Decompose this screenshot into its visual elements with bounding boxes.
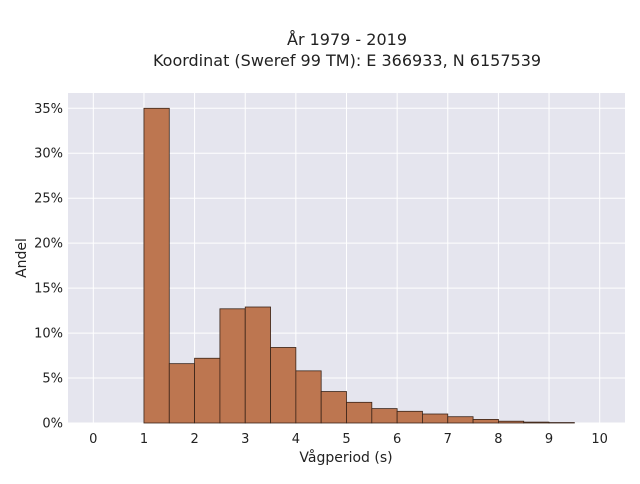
y-tick-label: 10% <box>34 327 63 342</box>
y-tick-label: 30% <box>34 147 63 162</box>
histogram-bar <box>498 421 523 423</box>
histogram-bar <box>448 417 473 423</box>
histogram-bar <box>195 358 220 423</box>
histogram-bar <box>245 307 270 423</box>
histogram-bar <box>347 402 372 423</box>
x-tick-label: 6 <box>393 432 401 447</box>
y-tick-label: 0% <box>42 417 63 432</box>
y-tick-label: 35% <box>34 102 63 117</box>
chart-title: År 1979 - 2019 <box>287 30 407 49</box>
histogram-bar <box>524 422 549 423</box>
x-tick-label: 1 <box>140 432 148 447</box>
x-tick-label: 8 <box>494 432 502 447</box>
y-tick-label: 25% <box>34 192 63 207</box>
histogram-bar <box>473 419 498 423</box>
histogram-bar <box>296 371 321 423</box>
y-axis-label: Andel <box>14 238 30 278</box>
chart-subtitle: Koordinat (Sweref 99 TM): E 366933, N 61… <box>153 51 541 70</box>
y-tick-label: 5% <box>42 372 63 387</box>
histogram-bar <box>372 409 397 423</box>
x-tick-label: 10 <box>591 432 608 447</box>
histogram-bar <box>169 364 194 423</box>
histogram-bar <box>271 347 296 423</box>
x-tick-label: 4 <box>292 432 300 447</box>
histogram-bar <box>397 411 422 423</box>
x-tick-label: 2 <box>190 432 198 447</box>
histogram-bar <box>220 309 245 423</box>
x-tick-label: 3 <box>241 432 249 447</box>
y-axis-ticks: 0% 5% 10% 15% 20% 25% 30% 35% <box>34 102 63 432</box>
x-tick-label: 7 <box>444 432 452 447</box>
x-tick-label: 5 <box>342 432 350 447</box>
y-tick-label: 15% <box>34 282 63 297</box>
histogram-bar <box>321 392 346 423</box>
y-tick-label: 20% <box>34 237 63 252</box>
x-tick-label: 0 <box>89 432 97 447</box>
x-tick-label: 9 <box>545 432 553 447</box>
histogram-bar <box>422 414 447 423</box>
x-axis-label: Vågperiod (s) <box>299 449 392 466</box>
x-axis-ticks: 0 1 2 3 4 5 6 7 8 9 10 <box>89 432 608 447</box>
histogram-bar <box>144 108 169 423</box>
